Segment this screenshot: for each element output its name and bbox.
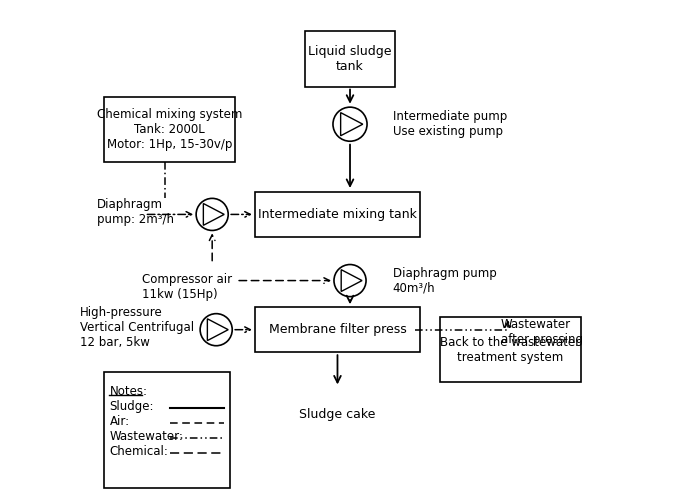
Text: Wastewater:: Wastewater: [110,430,184,443]
Text: Sludge cake: Sludge cake [299,408,375,421]
Text: Chemical mixing system
Tank: 2000L
Motor: 1Hp, 15-30v/p: Chemical mixing system Tank: 2000L Motor… [97,108,242,151]
Text: High-pressure
Vertical Centrifugal
12 bar, 5kw: High-pressure Vertical Centrifugal 12 ba… [80,306,194,349]
FancyBboxPatch shape [255,192,420,237]
Text: Sludge:: Sludge: [110,400,154,413]
Text: Diaphragm
pump: 2m³/h: Diaphragm pump: 2m³/h [97,198,174,226]
Text: Notes:: Notes: [110,385,148,398]
Text: Chemical:: Chemical: [110,445,168,458]
FancyBboxPatch shape [104,372,230,487]
Text: Back to the wastewater
treatment system: Back to the wastewater treatment system [440,336,580,364]
Text: Air:: Air: [110,415,130,428]
Text: Membrane filter press: Membrane filter press [268,323,406,336]
FancyBboxPatch shape [305,31,395,87]
Text: Intermediate mixing tank: Intermediate mixing tank [258,208,417,221]
Text: Intermediate pump
Use existing pump: Intermediate pump Use existing pump [393,110,507,138]
Text: Diaphragm pump
40m³/h: Diaphragm pump 40m³/h [393,267,496,294]
Text: Wastewater
after pressing: Wastewater after pressing [501,318,583,346]
FancyBboxPatch shape [255,307,420,352]
FancyBboxPatch shape [440,317,580,383]
FancyBboxPatch shape [104,97,235,162]
Text: Compressor air
11kw (15Hp): Compressor air 11kw (15Hp) [142,273,232,301]
Text: Liquid sludge
tank: Liquid sludge tank [308,45,392,73]
